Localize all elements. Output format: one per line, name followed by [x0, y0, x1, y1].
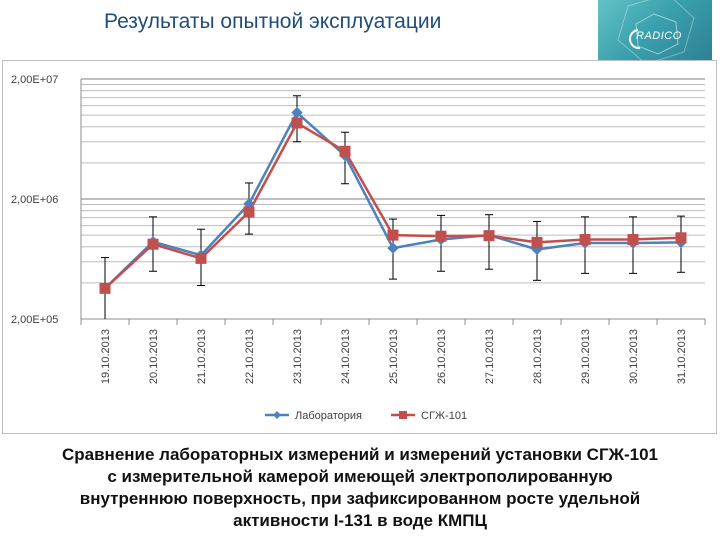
x-tick-label: 27.10.2013 [484, 329, 496, 384]
caption-line-2: с измерительной камерой имеющей электроп… [107, 467, 613, 486]
gridlines [80, 78, 706, 325]
legend: Лаборатория СГЖ-101 [265, 410, 467, 422]
caption-line-1: Сравнение лабораторных измерений и измер… [61, 445, 658, 464]
y-tick-label: 2,00E+07 [11, 74, 58, 86]
y-tick-label: 2,00E+06 [11, 194, 58, 206]
legend-marker [399, 411, 407, 419]
x-tick-label: 24.10.2013 [340, 329, 352, 384]
logo-hexagon-icon [617, 0, 695, 65]
x-tick-label: 21.10.2013 [196, 329, 208, 384]
data-point-square [339, 145, 351, 157]
legend-label: СГЖ-101 [421, 410, 467, 422]
x-tick-label: 20.10.2013 [148, 329, 160, 384]
x-tick-label: 25.10.2013 [388, 329, 400, 384]
x-tick-label: 30.10.2013 [628, 329, 640, 384]
y-axis-ticks: 2,00E+07 2,00E+06 2,00E+05 [11, 74, 58, 326]
x-tick-label: 19.10.2013 [100, 329, 112, 384]
caption-line-3: внутреннюю поверхность, при зафиксирован… [79, 489, 641, 508]
legend-label: Лаборатория [295, 410, 362, 422]
data-point-square [387, 229, 399, 241]
y-tick-label: 2,00E+05 [11, 314, 58, 326]
legend-marker [273, 411, 281, 419]
x-tick-label: 22.10.2013 [244, 329, 256, 384]
data-point-square [99, 282, 111, 294]
caption-line-4: активности I-131 в воде КМПЦ [233, 511, 487, 530]
radico-logo: RADICO [598, 0, 712, 68]
x-tick-label: 28.10.2013 [532, 329, 544, 384]
x-tick-label: 29.10.2013 [580, 329, 592, 384]
logo-text: RADICO [636, 30, 682, 42]
x-axis-ticks: 19.10.2013 20.10.2013 21.10.2013 22.10.2013… [100, 329, 688, 384]
data-point-square [147, 238, 159, 250]
chart-caption: Сравнение лабораторных измерений и измер… [0, 444, 720, 532]
data-point-square [579, 233, 591, 245]
slide-title: Результаты опытной эксплуатации [104, 10, 442, 33]
data-point-square [291, 117, 303, 129]
error-bars [101, 95, 685, 319]
x-tick-label: 26.10.2013 [436, 329, 448, 384]
series-markers [99, 106, 687, 295]
data-point-square [435, 230, 447, 242]
data-point-square [675, 232, 687, 244]
data-point-square [627, 233, 639, 245]
data-point-square [243, 206, 255, 218]
line-chart: 2,00E+07 2,00E+06 2,00E+05 19.10.2013 20.10… [11, 74, 706, 422]
x-tick-label: 31.10.2013 [676, 329, 688, 384]
x-tick-label: 23.10.2013 [292, 329, 304, 384]
data-point-square [483, 230, 495, 242]
data-point-diamond [387, 242, 399, 254]
chart-area: 2,00E+07 2,00E+06 2,00E+05 19.10.2013 20.10… [2, 60, 717, 434]
data-point-square [531, 236, 543, 248]
data-point-square [195, 252, 207, 264]
